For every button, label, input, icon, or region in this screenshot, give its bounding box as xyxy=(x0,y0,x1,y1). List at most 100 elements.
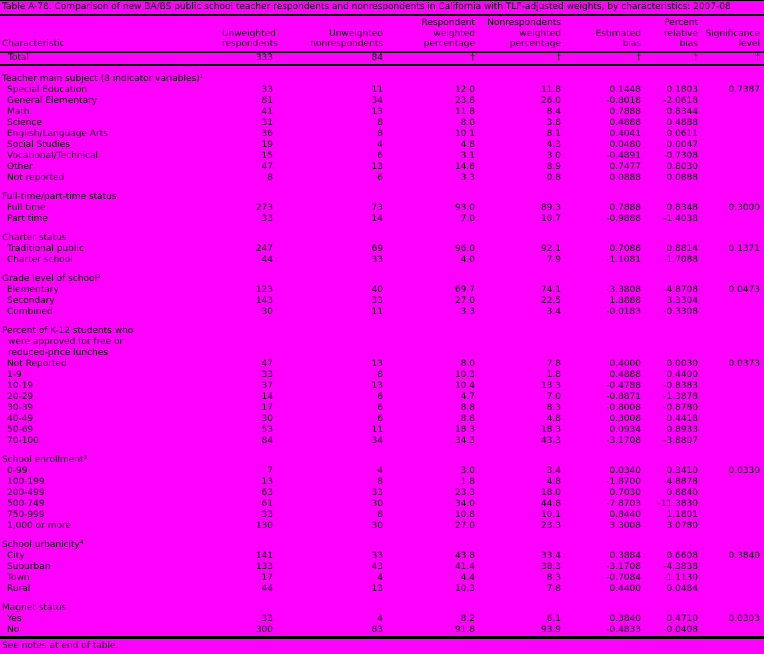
value-cell: 43.3 xyxy=(540,435,561,446)
value-cell: -1.3878 xyxy=(663,391,698,402)
value-cell: 18.3 xyxy=(540,424,561,435)
table-row: Town 17 4 4.4 8.3 -0.7084 -1.1130 xyxy=(0,573,764,584)
value-cell: 13 xyxy=(261,476,273,487)
value-cell: 0.8348 xyxy=(666,202,699,213)
value-cell: 14 xyxy=(261,391,273,402)
table-row: Special Education 33 11 12.0 11.8 0.1448 0.180… xyxy=(0,85,764,96)
value-cell: 34.0 xyxy=(454,498,475,509)
value-cell: 91.8 xyxy=(454,624,475,635)
value-cell xyxy=(702,414,764,425)
value-cell: † xyxy=(387,51,479,66)
column-header: Estimated bias xyxy=(565,16,645,53)
value-cell xyxy=(702,381,764,392)
section-heading-row: Full-time/part-time status xyxy=(0,192,764,203)
value-cell: 4.8 xyxy=(546,413,561,424)
value-cell: 10.1 xyxy=(540,509,561,520)
value-cell: 6 xyxy=(377,413,383,424)
value-cell: 33 xyxy=(261,369,273,380)
value-cell: 89.3 xyxy=(540,202,561,213)
value-cell: 23.3 xyxy=(540,520,561,531)
bottom-rule xyxy=(0,635,764,639)
row-label: Total xyxy=(0,51,222,66)
column-header: Unweighted nonrespondents xyxy=(277,16,387,53)
value-cell: 47 xyxy=(261,358,273,369)
value-cell: 3.0780 xyxy=(666,520,699,531)
value-cell: 30 xyxy=(261,306,273,317)
value-cell: 23.8 xyxy=(454,95,475,106)
value-cell: 8.8 xyxy=(460,402,475,413)
value-cell xyxy=(702,477,764,488)
value-cell: 7.9 xyxy=(546,254,561,265)
value-cell: 0.7888 xyxy=(609,106,642,117)
footnote: See notes at end of table. xyxy=(2,640,119,651)
row-label: Not reported xyxy=(7,172,65,183)
row-label: Traditional public xyxy=(7,243,84,254)
table-row: Elementary 123 40 69.7 74.1 -3.3808 -4.8708 0.0… xyxy=(0,285,764,296)
value-cell: 18.3 xyxy=(454,424,475,435)
table-row: Not Reported 47 13 8.0 7.8 0.4000 0.0030 0.0373 xyxy=(0,359,764,370)
value-cell: 0.8030 xyxy=(666,161,699,172)
value-cell: 44 xyxy=(261,254,273,265)
value-cell: 84 xyxy=(277,51,387,66)
value-cell xyxy=(702,151,764,162)
spacer-cell xyxy=(0,184,764,192)
row-label: English/Language Arts xyxy=(7,128,108,139)
row-label: Combined xyxy=(7,306,53,317)
table-row: General Elementary 81 34 23.8 26.0 -0.8018 -2.… xyxy=(0,96,764,107)
spacer-cell xyxy=(0,225,764,233)
value-cell xyxy=(702,214,764,225)
value-cell: 0.1448 xyxy=(609,84,642,95)
value-cell xyxy=(702,107,764,118)
spacer-row xyxy=(0,318,764,326)
value-cell: 3.4 xyxy=(546,465,561,476)
total-row: Total 333 84 † † † † † xyxy=(0,51,764,66)
value-cell: 31 xyxy=(261,117,273,128)
row-label: City xyxy=(7,550,25,561)
value-cell: 0.4041 xyxy=(609,128,642,139)
table-row: Full time 273 73 93.0 89.3 0.7888 0.8348 0.3000 xyxy=(0,203,764,214)
value-cell: 6 xyxy=(377,172,383,183)
value-cell: -1.1081 xyxy=(606,254,641,265)
value-cell: 33 xyxy=(371,487,383,498)
value-cell: 0.3008 xyxy=(609,413,642,424)
value-cell: 8 xyxy=(377,369,383,380)
table-row: No 300 83 91.8 93.9 -0.4833 -0.0408 xyxy=(0,625,764,636)
table-row: City 141 33 43.8 33.4 0.3884 0.6608 0.3840 xyxy=(0,551,764,562)
column-header: Significance level xyxy=(702,16,764,53)
value-cell: 7 xyxy=(267,465,273,476)
value-cell: 8.3 xyxy=(546,402,561,413)
spacer-cell xyxy=(0,266,764,274)
value-cell: 44.8 xyxy=(540,498,561,509)
value-cell: -3.8807 xyxy=(663,435,698,446)
value-cell: 0.8 xyxy=(546,172,561,183)
value-cell: 93.9 xyxy=(540,624,561,635)
value-cell: -0.8008 xyxy=(606,402,641,413)
value-cell: 0.0934 xyxy=(609,424,642,435)
spacer-cell xyxy=(0,447,764,455)
value-cell: 7.8 xyxy=(546,358,561,369)
table-row: 70-100 84 34 34.3 43.3 -3.1708 -3.8807 xyxy=(0,436,764,447)
value-cell: 53 xyxy=(261,424,273,435)
row-label: 200-499 xyxy=(7,487,45,498)
value-cell: 3.1 xyxy=(460,150,475,161)
table-row: Yes 33 4 8.2 6.1 0.3840 0.4710 0.0303 xyxy=(0,614,764,625)
column-header: Nonrespondents weighted percentage xyxy=(479,16,565,53)
spacer-row xyxy=(0,266,764,274)
value-cell: 22.5 xyxy=(540,295,561,306)
value-cell: 0.4000 xyxy=(609,358,642,369)
value-cell: † xyxy=(702,51,764,66)
value-cell: -0.8871 xyxy=(606,391,641,402)
value-cell: 0.3840 xyxy=(728,550,761,561)
value-cell xyxy=(702,129,764,140)
value-cell: 0.6608 xyxy=(666,550,699,561)
value-cell: 69.7 xyxy=(454,284,475,295)
value-cell: -0.8383 xyxy=(663,380,698,391)
value-cell: 40 xyxy=(371,284,383,295)
value-cell: 61 xyxy=(261,498,273,509)
value-cell: -3.1708 xyxy=(606,435,641,446)
value-cell: -0.3308 xyxy=(663,306,698,317)
spacer-row xyxy=(0,447,764,455)
value-cell: 3.0 xyxy=(546,150,561,161)
value-cell: 0.3410 xyxy=(666,465,699,476)
section-heading-row: Teacher main subject (8 indicator variab… xyxy=(0,74,764,85)
